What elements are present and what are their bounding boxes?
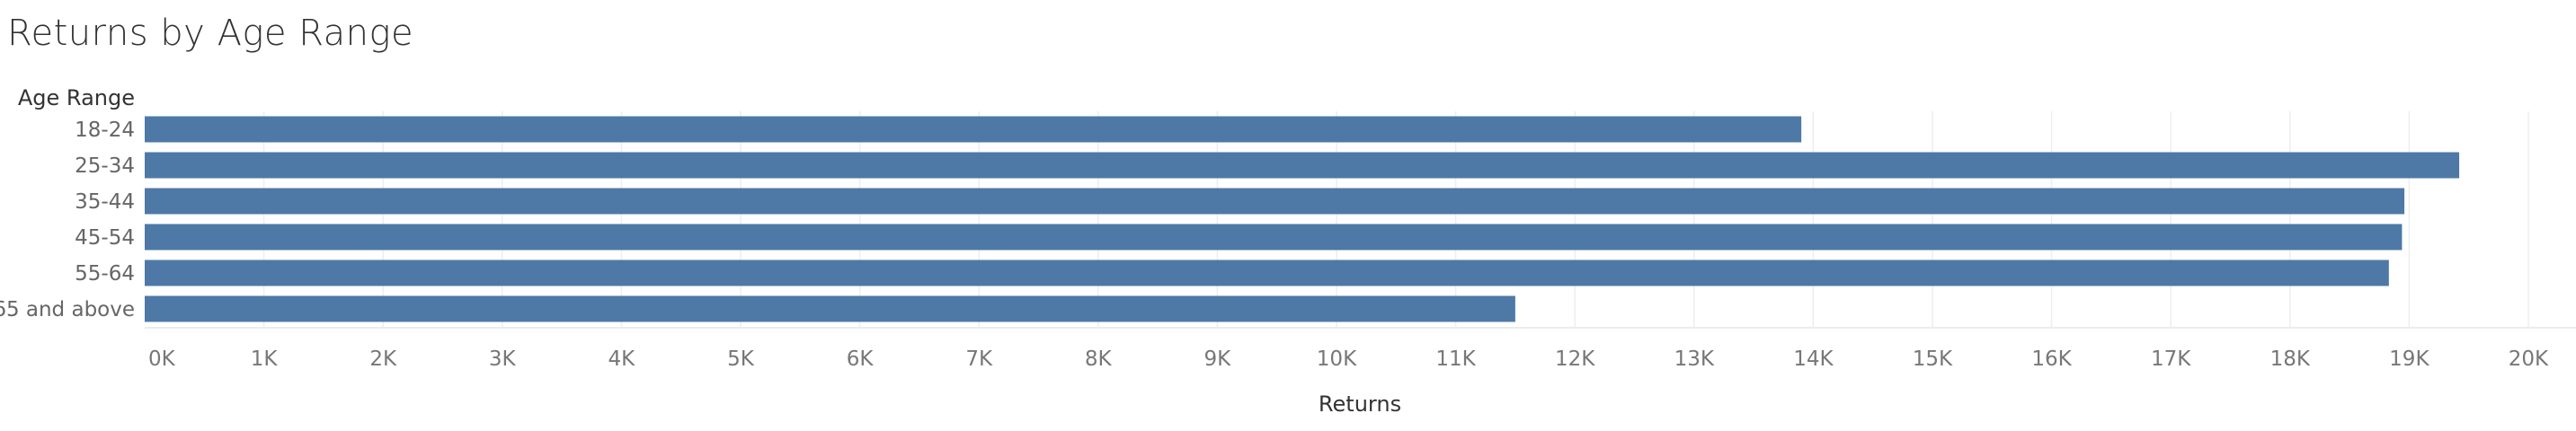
bars [145, 116, 2460, 322]
category-label: 45-54 [75, 226, 135, 250]
category-label: 35-44 [75, 190, 135, 214]
x-tick-label: 9K [1204, 347, 1232, 371]
x-tick-label: 3K [489, 347, 517, 371]
bar[interactable] [145, 116, 1802, 143]
x-tick-label: 13K [1674, 347, 1715, 371]
category-label: 55-64 [75, 262, 135, 286]
x-tick-label: 18K [2270, 347, 2311, 371]
category-labels: 18-24 25-34 35-44 45-54 55-64 65 and above [0, 119, 135, 321]
x-tick-label: 6K [847, 347, 875, 371]
bar[interactable] [145, 188, 2405, 215]
bar[interactable] [145, 224, 2403, 251]
x-axis-title: Returns [1319, 391, 1401, 417]
bar[interactable] [145, 259, 2389, 286]
x-tick-label: 7K [965, 347, 993, 371]
bar[interactable] [145, 295, 1515, 322]
gridlines [145, 111, 2576, 329]
x-tick-label: 12K [1555, 347, 1595, 371]
category-label: 65 and above [0, 298, 135, 321]
x-tick-label: 8K [1085, 347, 1113, 371]
category-label: 25-34 [75, 154, 135, 178]
x-tick-label: 4K [608, 347, 636, 371]
x-tick-label: 20K [2509, 347, 2549, 371]
category-label: 18-24 [75, 119, 135, 142]
x-tick-label: 5K [727, 347, 755, 371]
x-axis-ticks: 0K 1K 2K 3K 4K 5K 6K 7K 8K 9K 10K 11K 12K 13K 14K 15K 16… [148, 347, 2549, 371]
x-tick-label: 15K [1913, 347, 1953, 371]
bar[interactable] [145, 152, 2460, 179]
y-axis-title: Age Range [18, 85, 135, 110]
chart-title: Returns by Age Range [7, 13, 414, 54]
x-tick-label: 1K [251, 347, 279, 371]
x-tick-label: 0K [148, 347, 176, 371]
x-tick-label: 10K [1317, 347, 1357, 371]
x-tick-label: 17K [2151, 347, 2191, 371]
x-tick-label: 2K [369, 347, 397, 371]
x-tick-label: 14K [1793, 347, 1834, 371]
x-tick-label: 16K [2031, 347, 2072, 371]
x-tick-label: 19K [2389, 347, 2429, 371]
x-tick-label: 11K [1435, 347, 1476, 371]
